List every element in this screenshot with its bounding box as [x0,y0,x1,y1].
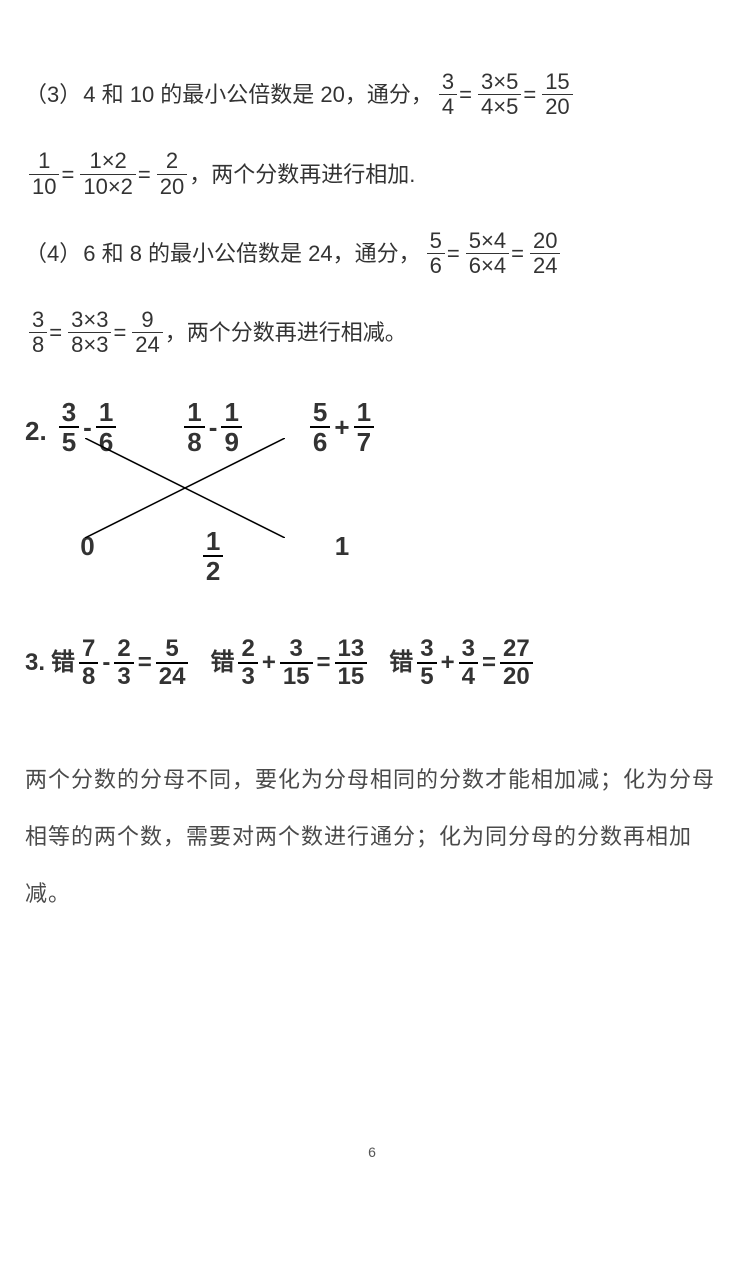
item-4-frac-5: 3×3 8×3 [68,308,111,357]
item-4-frac-3: 20 24 [530,229,560,278]
q3-chunk-b: 错 23 + 315 = 1315 [210,636,371,691]
q2-b-f2: 1 9 [221,398,241,457]
item-3-label: （3） [25,78,81,111]
item-4-line-2: 3 8 = 3×3 8×3 = 9 24 ，两个分数再进行相减。 [25,308,719,357]
q2-ans-a: 0 [80,527,94,566]
item-3-text-2: ，两个分数再进行相加. [189,158,415,191]
q3-wrong-c: 错 [389,645,413,681]
q2-b-f1: 1 8 [184,398,204,457]
item-3-frac-5: 1×2 10×2 [80,149,136,198]
item-4-label: （4） [25,237,81,270]
q2-col-a: 3 5 - 1 6 0 [55,398,121,566]
q2-a-f1: 3 5 [59,398,79,457]
item-4-frac-2: 5×4 6×4 [466,229,509,278]
item-3-text-1: 4 和 10 的最小公倍数是 20，通分， [83,78,433,111]
q2-c-f1: 5 6 [310,398,330,457]
q2-ans-c: 1 [335,527,349,566]
q3-chunk-a: 错 78 - 23 = 524 [51,636,192,691]
q3-wrong-b: 错 [210,645,234,681]
q3-wrong-a: 错 [51,645,75,681]
item-4-text-2: ，两个分数再进行相减。 [165,316,407,349]
q3-label: 3. [25,645,45,681]
page-number: 6 [368,1142,376,1163]
item-3-frac-3: 15 20 [542,70,572,119]
q2-col-c: 5 6 + 1 7 1 [306,398,378,566]
item-4-text-1: 6 和 8 的最小公倍数是 24，通分， [83,237,420,270]
item-4-frac-6: 9 24 [132,308,162,357]
explanation-text: 两个分数的分母不同，要化为分母相同的分数才能相加减；化为分母相等的两个数，需要对… [25,751,719,923]
question-2: 2. 3 5 - 1 6 0 1 8 - 1 [25,398,719,586]
item-3-line-2: 1 10 = 1×2 10×2 = 2 20 ，两个分数再进行相加. [25,149,719,198]
item-3-frac-6: 2 20 [157,149,187,198]
item-3-frac-1: 3 4 [439,70,457,119]
q2-col-b: 1 8 - 1 9 1 2 [180,398,246,586]
q3-chunk-c: 错 35 + 34 = 2720 [389,636,536,691]
q2-c-f2: 1 7 [354,398,374,457]
item-3-line-1: （3） 4 和 10 的最小公倍数是 20，通分， 3 4 = 3×5 4×5 … [25,70,719,119]
question-3: 3. 错 78 - 23 = 524 错 23 + 315 = 1315 错 3… [25,636,719,691]
q2-label: 2. [25,412,47,451]
item-4-frac-4: 3 8 [29,308,47,357]
item-3-frac-4: 1 10 [29,149,59,198]
item-3-frac-2: 3×5 4×5 [478,70,521,119]
item-4-line-1: （4） 6 和 8 的最小公倍数是 24，通分， 5 6 = 5×4 6×4 =… [25,229,719,278]
q2-ans-b: 1 2 [203,527,223,586]
q2-a-f2: 1 6 [96,398,116,457]
item-4-frac-1: 5 6 [427,229,445,278]
